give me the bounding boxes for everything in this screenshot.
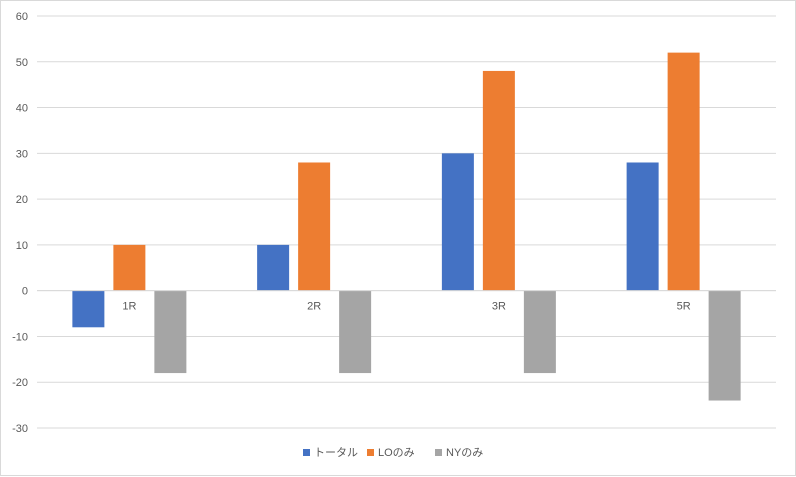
- category-label: 1R: [122, 301, 136, 313]
- bar-トータル-1R: [72, 290, 105, 328]
- bar-LOのみ-1R: [113, 244, 146, 291]
- y-axis-tick-labels: -30 -20 -10 0 10 20 30 40 50 60: [12, 11, 28, 435]
- y-tick-label: 0: [22, 286, 28, 298]
- category-label: 5R: [677, 301, 691, 313]
- legend-item[interactable]: NYのみ: [435, 446, 483, 459]
- y-tick-label: -10: [12, 331, 28, 343]
- bar-トータル-2R: [257, 244, 290, 291]
- bar-トータル-3R: [441, 153, 474, 291]
- legend-item[interactable]: トータル: [303, 446, 358, 459]
- bar-LOのみ-3R: [482, 70, 515, 291]
- y-tick-label: 10: [16, 240, 28, 252]
- bar-LOのみ-5R: [667, 52, 700, 291]
- y-tick-label: 50: [16, 57, 28, 69]
- bar-LOのみ-2R: [298, 162, 331, 291]
- bar-トータル-5R: [626, 162, 659, 291]
- y-tick-label: 60: [16, 11, 28, 23]
- category-label: 3R: [492, 301, 506, 313]
- y-tick-label: -20: [12, 377, 28, 389]
- legend-swatch: [435, 449, 442, 456]
- y-tick-label: -30: [12, 423, 28, 435]
- bar-NYのみ-5R: [708, 290, 741, 401]
- y-tick-label: 40: [16, 103, 28, 115]
- legend-label: NYのみ: [446, 446, 483, 459]
- y-tick-label: 20: [16, 194, 28, 206]
- bar-NYのみ-3R: [523, 290, 556, 374]
- legend-label: LOのみ: [378, 446, 415, 459]
- legend-swatch: [367, 449, 374, 456]
- bar-NYのみ-1R: [154, 290, 187, 374]
- category-labels: 1R 2R 3R 5R: [122, 301, 690, 313]
- bars: [72, 52, 741, 401]
- legend[interactable]: トータル LOのみ NYのみ: [303, 446, 483, 459]
- y-tick-label: 30: [16, 148, 28, 160]
- legend-item[interactable]: LOのみ: [367, 446, 415, 459]
- category-label: 2R: [307, 301, 321, 313]
- bar-NYのみ-2R: [339, 290, 372, 374]
- legend-swatch: [303, 449, 310, 456]
- gridlines: [37, 15, 776, 429]
- legend-label: トータル: [314, 446, 358, 459]
